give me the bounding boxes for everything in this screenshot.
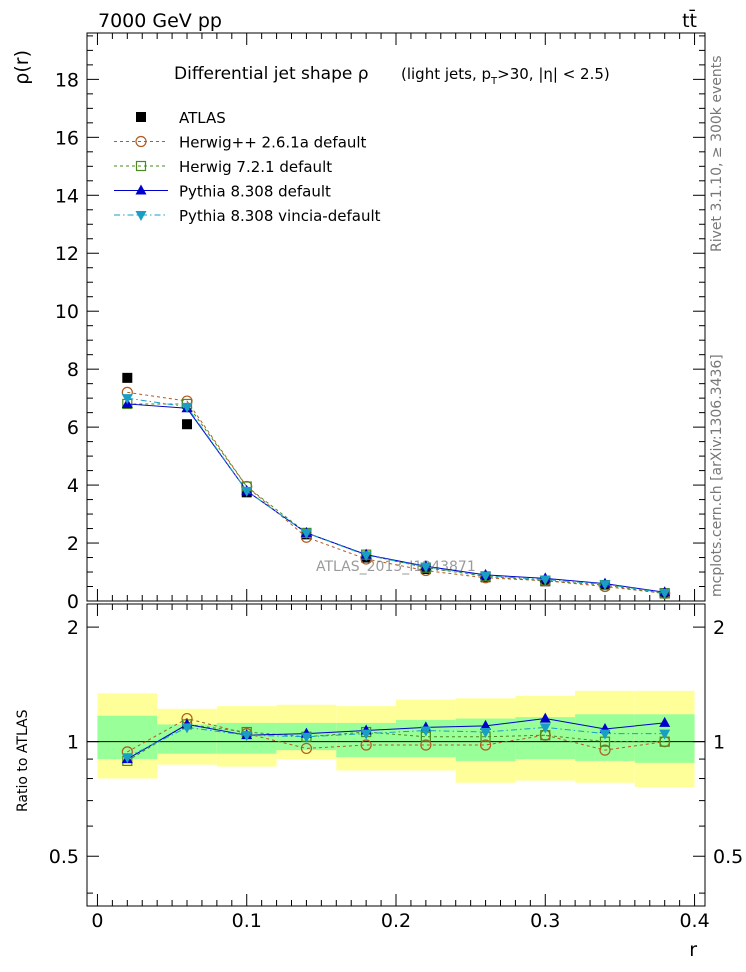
x-tick-label: 0.2 xyxy=(381,910,411,932)
ratio-series-0-point xyxy=(420,739,432,751)
ratio-series-3-point xyxy=(241,731,253,742)
y-axis-label: ρ(r) xyxy=(11,50,33,85)
y-tick-label: 12 xyxy=(55,243,79,265)
legend-label: ATLAS xyxy=(179,109,226,127)
main-series-4-point xyxy=(121,394,133,405)
ratio-y-tick-label-right: 0.5 xyxy=(713,846,743,868)
ratio-series-3-point xyxy=(300,732,312,743)
main-series-4-point xyxy=(480,571,492,582)
ratio-axis-label: Ratio to ATLAS xyxy=(15,709,31,812)
main-series-2-line xyxy=(127,403,665,594)
x-tick-label: 0 xyxy=(91,910,103,932)
ratio-series-3-point xyxy=(181,723,193,734)
ratio-series-0-point xyxy=(300,742,313,755)
title-detail: (light jets, pT>30, |η| < 2.5) xyxy=(401,65,610,87)
y-tick-label: 6 xyxy=(67,417,79,439)
main-series-4-line xyxy=(127,397,665,594)
y-tick-label: 2 xyxy=(67,533,79,555)
ratio-series-2-point xyxy=(659,716,671,727)
title-detail-a: (light jets, p xyxy=(401,65,491,83)
legend-marker xyxy=(135,184,147,195)
y-tick-label: 14 xyxy=(55,185,79,207)
ratio-series-3-point xyxy=(599,729,611,740)
y-tick-label: 16 xyxy=(55,127,79,149)
y-tick-label: 4 xyxy=(67,475,79,497)
ratio-series-3-point xyxy=(121,753,133,764)
legend-marker xyxy=(136,112,146,122)
ratio-y-tick-label: 0.5 xyxy=(49,846,79,868)
ratio-series-3-point xyxy=(480,728,492,739)
ratio-y-tick-label-right: 2 xyxy=(713,617,725,639)
ratio-series xyxy=(121,712,671,767)
y-tick-label: 0 xyxy=(67,591,79,613)
mcplots-label: mcplots.cern.ch [arXiv:1306.3436] xyxy=(709,354,725,597)
main-series-4-point xyxy=(420,562,432,573)
ratio-series-2-line xyxy=(127,718,665,760)
ratio-series-2-point xyxy=(539,712,551,723)
ratio-series-0-point xyxy=(599,744,611,756)
title-detail-sub: T xyxy=(490,76,498,87)
main-series xyxy=(121,372,671,600)
main-series-4-point xyxy=(181,402,193,413)
rivet-label: Rivet 3.1.10, ≥ 300k events xyxy=(709,55,725,252)
main-title: Differential jet shape ρ (light jets, pT… xyxy=(174,64,610,87)
ratio-series-2-point xyxy=(480,719,492,730)
ratio-series-0-point xyxy=(479,739,492,751)
legend-label: Pythia 8.308 default xyxy=(179,183,331,201)
main-series-0-point xyxy=(182,419,193,430)
main-series-4-point xyxy=(599,580,611,591)
main-series-0-point xyxy=(122,372,133,383)
ratio-series-3-line xyxy=(127,726,665,758)
title-detail-b: >30, |η| < 2.5) xyxy=(497,65,610,83)
ratio-y-tick-label: 1 xyxy=(67,732,79,754)
x-axis-label: r xyxy=(689,939,697,961)
x-tick-label: 0.4 xyxy=(679,910,709,932)
ratio-series-0-point xyxy=(360,739,372,751)
ratio-series-3-point xyxy=(420,726,432,737)
main-series-4-point xyxy=(300,528,312,539)
legend-marker xyxy=(135,211,147,221)
x-tick-label: 0.3 xyxy=(530,910,560,932)
ratio-y-tick-label-right: 1 xyxy=(713,732,725,754)
y-tick-label: 18 xyxy=(55,69,79,91)
legend-label: Herwig 7.2.1 default xyxy=(179,158,332,176)
x-tick-label: 0.1 xyxy=(232,910,262,932)
main-series-4-point xyxy=(659,588,671,599)
legend-marker xyxy=(135,160,147,172)
ratio-series-3-point xyxy=(539,723,551,734)
y-tick-label: 8 xyxy=(67,359,79,381)
analysis-watermark: ATLAS_2013_I1243871 xyxy=(316,559,476,575)
legend-label: Herwig++ 2.6.1a default xyxy=(179,134,367,152)
legend-label: Pythia 8.308 vincia-default xyxy=(179,207,381,225)
ratio-series-3-point xyxy=(360,729,372,740)
legend: ATLAS Herwig++ 2.6.1a default Herwig 7.2.1… xyxy=(114,109,381,225)
process-label: tt̄ xyxy=(682,8,697,32)
band-inner xyxy=(97,715,158,760)
energy-label: 7000 GeV pp xyxy=(98,10,222,32)
main-series-4-point xyxy=(360,551,372,562)
title-main: Differential jet shape ρ xyxy=(174,64,369,84)
ratio-series-3-point xyxy=(659,729,671,740)
main-series-4-point xyxy=(241,486,253,497)
ratio-y-tick-label: 2 xyxy=(67,617,79,639)
y-tick-label: 10 xyxy=(55,301,79,323)
legend-marker xyxy=(135,135,147,148)
main-series-4-point xyxy=(539,575,551,586)
main-series-1-line xyxy=(127,391,665,594)
